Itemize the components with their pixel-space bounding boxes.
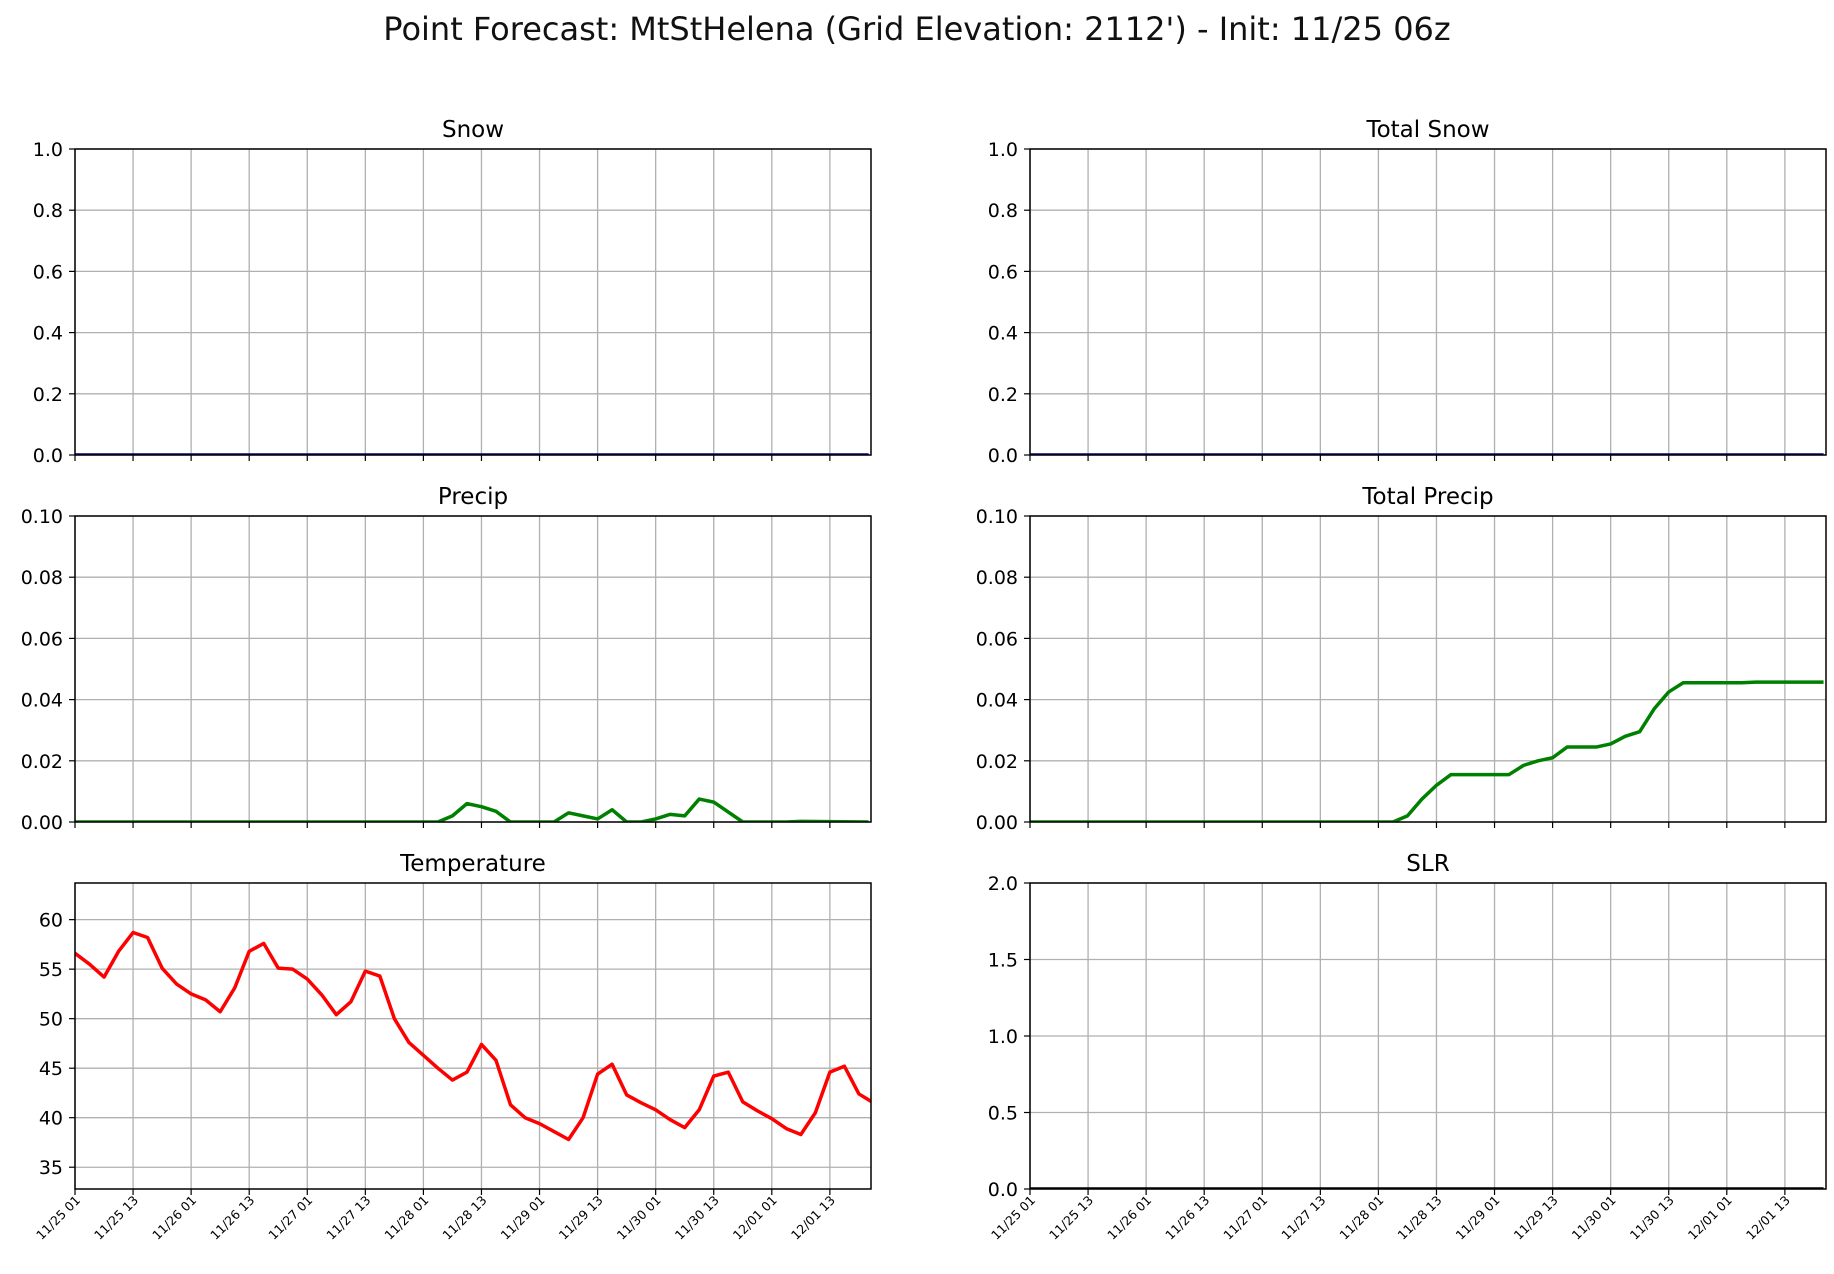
- x-tick-label: 12/01 13: [1743, 1193, 1793, 1243]
- x-tick-label: 11/30 01: [1569, 1193, 1619, 1243]
- y-tick-label: 0.5: [988, 1103, 1018, 1125]
- y-tick-label: 0.6: [988, 261, 1018, 283]
- y-tick-label: 0.2: [33, 384, 63, 406]
- y-tick-label: 0.02: [21, 751, 63, 773]
- x-tick-label: 11/29 01: [498, 1193, 548, 1243]
- y-tick-label: 50: [39, 1009, 63, 1031]
- axes-frame: [1029, 148, 1827, 456]
- x-tick-label: 11/26 13: [1162, 1193, 1212, 1243]
- y-tick-label: 1.0: [988, 139, 1018, 161]
- panel-total-precip: 0.00 0.02 0.04 0.06 0.08 0.10 Total Precip: [976, 484, 1827, 834]
- y-tick-label: 45: [39, 1058, 63, 1080]
- y-tick-label: 1.0: [33, 139, 63, 161]
- series-line: [75, 797, 869, 822]
- x-tick-label: 11/29 01: [1453, 1193, 1503, 1243]
- panel-title: SLR: [1406, 851, 1449, 877]
- x-tick-label: 11/26 01: [149, 1193, 199, 1243]
- y-tick-label: 1.5: [988, 950, 1018, 972]
- y-tick-label: 0.02: [976, 751, 1018, 773]
- y-tick-label: 0.4: [33, 323, 63, 345]
- y-tick-label: 0.00: [21, 812, 63, 834]
- axes-frame: [1029, 882, 1827, 1190]
- panel-precip: 0.00 0.02 0.04 0.06 0.08 0.10 Precip: [21, 484, 872, 834]
- y-tick-label: 0.10: [21, 506, 63, 528]
- y-tick-label: 0.10: [976, 506, 1018, 528]
- y-tick-label: 40: [39, 1108, 63, 1130]
- y-tick-label: 0.04: [21, 690, 63, 712]
- x-tick-label: 11/29 13: [1511, 1193, 1561, 1243]
- x-tick-label: 12/01 13: [788, 1193, 838, 1243]
- y-tick-label: 60: [39, 910, 63, 932]
- x-tick-label: 11/26 01: [1104, 1193, 1154, 1243]
- y-tick-label: 1.0: [988, 1026, 1018, 1048]
- panel-title: Total Snow: [1365, 117, 1489, 143]
- panel-slr: 0.00.51.01.52.011/25 01 11/25 13 11/26 01 1…: [988, 851, 1827, 1243]
- y-tick-label: 0.6: [33, 261, 63, 283]
- x-tick-label: 11/30 01: [614, 1193, 664, 1243]
- x-tick-label: 11/27 01: [1220, 1193, 1270, 1243]
- panel-title: Total Precip: [1361, 484, 1493, 510]
- x-tick-label: 12/01 01: [1685, 1193, 1735, 1243]
- y-tick-label: 2.0: [988, 873, 1018, 895]
- axes-frame: [74, 515, 872, 823]
- x-tick-label: 11/27 01: [265, 1193, 315, 1243]
- y-tick-label: 0.00: [976, 812, 1018, 834]
- series-line: [1030, 680, 1824, 822]
- x-tick-label: 11/30 13: [672, 1193, 722, 1243]
- y-tick-label: 0.0: [988, 1179, 1018, 1201]
- panel-snow: 0.0 0.2 0.4 0.6 0.8 1.0 Snow: [33, 117, 872, 467]
- series-line: [75, 930, 871, 1142]
- y-tick-label: 0.06: [21, 628, 63, 650]
- axes-frame: [1029, 515, 1827, 823]
- y-tick-label: 0.08: [21, 567, 63, 589]
- axes-frame: [74, 882, 872, 1190]
- axes-frame: [74, 148, 872, 456]
- panel-title: Temperature: [399, 851, 546, 877]
- x-tick-label: 11/30 13: [1627, 1193, 1677, 1243]
- y-tick-label: 0.04: [976, 690, 1018, 712]
- x-tick-label: 11/28 01: [381, 1193, 431, 1243]
- x-tick-label: 11/27 13: [323, 1193, 373, 1243]
- x-tick-label: 12/01 01: [730, 1193, 780, 1243]
- y-tick-label: 35: [39, 1157, 63, 1179]
- panel-title: Snow: [442, 117, 504, 143]
- y-tick-label: 55: [39, 959, 63, 981]
- y-tick-label: 0.2: [988, 384, 1018, 406]
- figure-title: Point Forecast: MtStHelena (Grid Elevati…: [383, 10, 1451, 48]
- x-tick-label: 11/26 13: [207, 1193, 257, 1243]
- x-tick-label: 11/29 13: [556, 1193, 606, 1243]
- x-tick-label: 11/28 01: [1336, 1193, 1386, 1243]
- x-tick-label: 11/27 13: [1278, 1193, 1328, 1243]
- x-tick-label: 11/28 13: [1394, 1193, 1444, 1243]
- x-tick-label: 11/25 13: [91, 1193, 141, 1243]
- y-tick-label: 0.8: [33, 200, 63, 222]
- x-tick-label: 11/28 13: [439, 1193, 489, 1243]
- y-tick-label: 0.06: [976, 628, 1018, 650]
- y-tick-label: 0.0: [33, 445, 63, 467]
- x-tick-label: 11/25 13: [1046, 1193, 1096, 1243]
- y-tick-label: 0.4: [988, 323, 1018, 345]
- y-tick-label: 0.0: [988, 445, 1018, 467]
- panel-title: Precip: [438, 484, 508, 510]
- panel-total-snow: 0.0 0.2 0.4 0.6 0.8 1.0 Total Snow: [988, 117, 1827, 467]
- x-tick-label: 11/25 01: [33, 1193, 83, 1243]
- y-tick-label: 0.08: [976, 567, 1018, 589]
- y-tick-label: 0.8: [988, 200, 1018, 222]
